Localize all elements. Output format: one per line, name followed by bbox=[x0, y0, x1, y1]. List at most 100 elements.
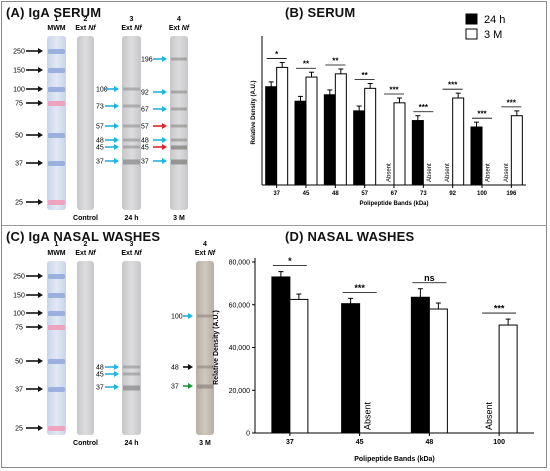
legend-label-24h: 24 h bbox=[484, 14, 505, 26]
lane3-band bbox=[123, 124, 140, 128]
lane-bottom-label: 3 M bbox=[173, 215, 185, 222]
legend-swatch-3m bbox=[465, 28, 478, 40]
lane4-band bbox=[171, 145, 187, 150]
lane-bottom-label: 3 M bbox=[199, 440, 211, 447]
significance-label: *** bbox=[507, 98, 517, 107]
significance-label: *** bbox=[494, 304, 505, 314]
lane-label-text: Ext bbox=[75, 250, 88, 257]
mwm-marker-arrow-head bbox=[38, 48, 43, 54]
mwm-marker-arrow-head bbox=[38, 160, 43, 166]
lane-label: MWM bbox=[47, 25, 65, 32]
lane4-arrow-label: 92 bbox=[141, 90, 149, 97]
significance-label: * bbox=[275, 50, 279, 59]
mwm-marker-label: 150 bbox=[13, 68, 25, 75]
x-tick-label: 45 bbox=[356, 439, 364, 446]
lane-number: 4 bbox=[203, 241, 207, 248]
bar-24h bbox=[341, 303, 361, 434]
lane-label: Ext Nf bbox=[75, 250, 96, 257]
lane-label-italic: Nf bbox=[88, 25, 96, 32]
mwm-marker-arrow-head bbox=[38, 132, 43, 138]
y-tick-label: 60,000 bbox=[229, 302, 251, 309]
lane3-band bbox=[123, 365, 140, 369]
absent-label: Absent bbox=[486, 163, 492, 182]
mwm-band bbox=[48, 426, 65, 431]
legend-label-3m: 3 M bbox=[484, 29, 502, 41]
lane-number: 3 bbox=[130, 16, 134, 23]
bar-24h bbox=[271, 276, 291, 434]
mwm-band bbox=[48, 49, 65, 54]
lane-label-text: Ext bbox=[121, 250, 134, 257]
lane3-band bbox=[123, 138, 140, 142]
lane3-arrow-label: 100 bbox=[96, 87, 108, 94]
lane-number: 2 bbox=[84, 16, 88, 23]
lane3-arrow-label: 37 bbox=[96, 159, 104, 166]
lane3-band bbox=[123, 385, 140, 391]
absent-label: Absent bbox=[504, 163, 510, 182]
lane4-arrow-label: 100 bbox=[171, 314, 183, 321]
lane3-arrow-label: 45 bbox=[96, 145, 104, 152]
x-axis-label: Polipeptide Bands (kDa) bbox=[359, 201, 428, 207]
lane3-arrow-label: 48 bbox=[96, 138, 104, 145]
x-tick-label: 73 bbox=[420, 191, 427, 197]
lane4-band bbox=[171, 90, 187, 94]
legend-swatch-24h bbox=[465, 13, 478, 25]
lane-label: Ext Nf bbox=[169, 25, 190, 32]
gel-lane-1 bbox=[47, 36, 66, 210]
lane4-band bbox=[171, 57, 187, 61]
lane4-arrow-head bbox=[188, 383, 193, 389]
lane3-arrow-label: 37 bbox=[96, 385, 104, 392]
mwm-marker-label: 75 bbox=[15, 101, 23, 108]
mwm-marker-arrow-head bbox=[38, 67, 43, 73]
lane3-band bbox=[123, 145, 140, 149]
x-tick-label: 37 bbox=[273, 191, 280, 197]
lane4-arrow-head bbox=[162, 56, 167, 62]
lane4-arrow-label: 48 bbox=[141, 138, 149, 145]
y-axis-label: Relative Density (A.U.) bbox=[213, 310, 220, 385]
lane-label-italic: Nf bbox=[134, 25, 142, 32]
bar-3m bbox=[289, 298, 309, 434]
x-tick-label: 48 bbox=[425, 439, 433, 446]
lane3-arrow-head bbox=[114, 103, 119, 109]
absent-label: Absent bbox=[484, 401, 494, 430]
lane4-band bbox=[171, 107, 187, 111]
lane4-arrow-head bbox=[162, 158, 167, 164]
lane-label: Ext Nf bbox=[195, 250, 216, 257]
mwm-band bbox=[48, 325, 65, 330]
significance-label: * bbox=[288, 256, 292, 266]
lane4-arrow-label: 196 bbox=[141, 57, 153, 64]
lane3-arrow-head bbox=[114, 144, 119, 150]
mwm-marker-arrow-head bbox=[38, 310, 43, 316]
absent-label: Absent bbox=[445, 163, 451, 182]
mwm-marker-label: 50 bbox=[15, 133, 23, 140]
mwm-marker-label: 25 bbox=[15, 426, 23, 433]
lane4-arrow-head bbox=[162, 106, 167, 112]
lane3-arrow-head bbox=[114, 384, 119, 390]
lane4-arrow-head bbox=[162, 137, 167, 143]
significance-label: *** bbox=[477, 110, 487, 119]
mwm-band bbox=[48, 101, 65, 106]
x-tick-label: 100 bbox=[493, 439, 505, 446]
mwm-marker-label: 50 bbox=[15, 359, 23, 366]
lane-bottom-label: 24 h bbox=[124, 440, 138, 447]
x-tick-label: 45 bbox=[303, 191, 310, 197]
lane3-arrow-label: 45 bbox=[96, 372, 104, 379]
significance-label: *** bbox=[419, 103, 429, 112]
lane-label-text: Ext bbox=[195, 250, 208, 257]
mwm-band bbox=[48, 274, 65, 279]
x-tick-label: 37 bbox=[286, 439, 294, 446]
gel-lane-4 bbox=[196, 261, 214, 435]
lane-bottom-label: Control bbox=[73, 215, 98, 222]
bar-3m bbox=[498, 324, 518, 434]
lane4-arrow-head bbox=[188, 313, 193, 319]
lane3-arrow-head bbox=[114, 86, 119, 92]
mwm-marker-label: 150 bbox=[13, 293, 25, 300]
mwm-band bbox=[48, 387, 65, 392]
mwm-band bbox=[48, 359, 65, 364]
mwm-marker-arrow-head bbox=[38, 273, 43, 279]
mwm-marker-arrow-head bbox=[38, 358, 43, 364]
panel-d-title: (D) NASAL WASHES bbox=[285, 229, 415, 244]
